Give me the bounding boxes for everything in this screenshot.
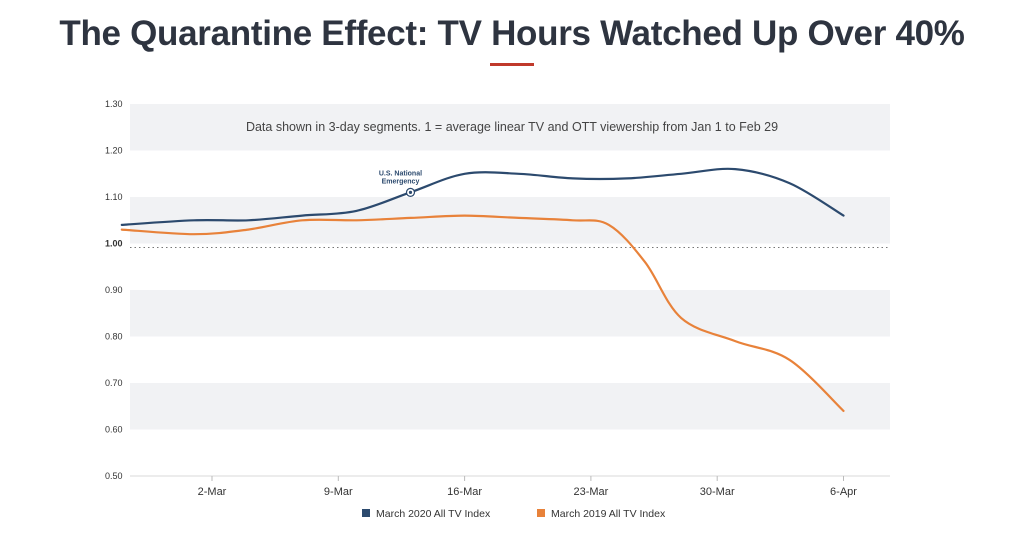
series-line-march-2019-all-tv-index [120, 214, 845, 412]
legend: March 2020 All TV Index March 2019 All TV… [362, 508, 666, 520]
x-axis-ticks: 2-Mar 9-Mar 16-Mar 23-Mar 30-Mar 6-Apr [198, 476, 857, 498]
y-tick-label: 1.30 [105, 99, 123, 109]
chart-subtitle-note: Data shown in 3-day segments. 1 = averag… [246, 120, 778, 134]
annotation-label-line1: U.S. National [379, 170, 422, 177]
page-title: The Quarantine Effect: TV Hours Watched … [59, 14, 965, 53]
y-tick-label: 0.70 [105, 378, 123, 388]
x-tick-label: 30-Mar [700, 486, 735, 498]
y-axis-ticks: 0.50 0.60 0.70 0.80 0.90 1.00 1.10 1.20 1.30 [105, 99, 123, 481]
y-tick-label: 1.00 [105, 239, 123, 249]
annotation-label-line2: Emergency [382, 178, 420, 185]
x-tick-label: 23-Mar [573, 486, 608, 498]
x-tick-label: 6-Apr [830, 486, 857, 498]
x-tick-label: 16-Mar [447, 486, 482, 498]
y-tick-label: 1.20 [105, 146, 123, 156]
series-line-march-2020-all-tv-index [120, 167, 845, 226]
y-tick-label: 0.80 [105, 332, 123, 342]
grid-band-2 [130, 290, 890, 337]
legend-label: March 2020 All TV Index [376, 508, 491, 520]
series-lines [120, 167, 845, 412]
y-tick-label: 0.60 [105, 425, 123, 435]
y-tick-label: 0.50 [105, 471, 123, 481]
x-tick-label: 9-Mar [324, 486, 353, 498]
y-tick-label: 0.90 [105, 285, 123, 295]
grid-band-3 [130, 383, 890, 430]
legend-swatch [537, 509, 545, 517]
grid-band-0 [130, 104, 890, 151]
y-tick-label: 1.10 [105, 192, 123, 202]
x-tick-label: 2-Mar [198, 486, 227, 498]
legend-label: March 2019 All TV Index [551, 508, 666, 520]
legend-swatch [362, 509, 370, 517]
background-bands [130, 104, 890, 477]
title-underline [490, 63, 534, 66]
annotation-marker-dot [408, 190, 413, 194]
